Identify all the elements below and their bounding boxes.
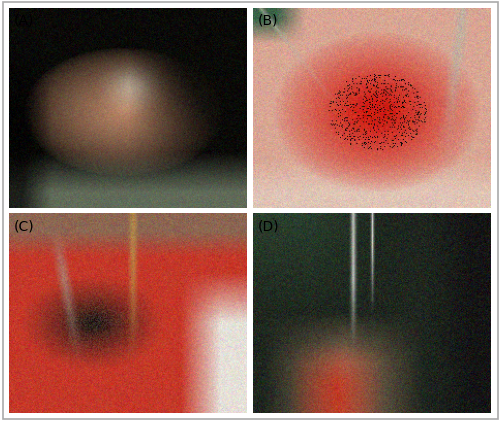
Text: (C): (C) <box>14 219 34 233</box>
Text: (B): (B) <box>258 13 278 28</box>
Text: (D): (D) <box>258 219 280 233</box>
Text: (A): (A) <box>14 13 34 28</box>
